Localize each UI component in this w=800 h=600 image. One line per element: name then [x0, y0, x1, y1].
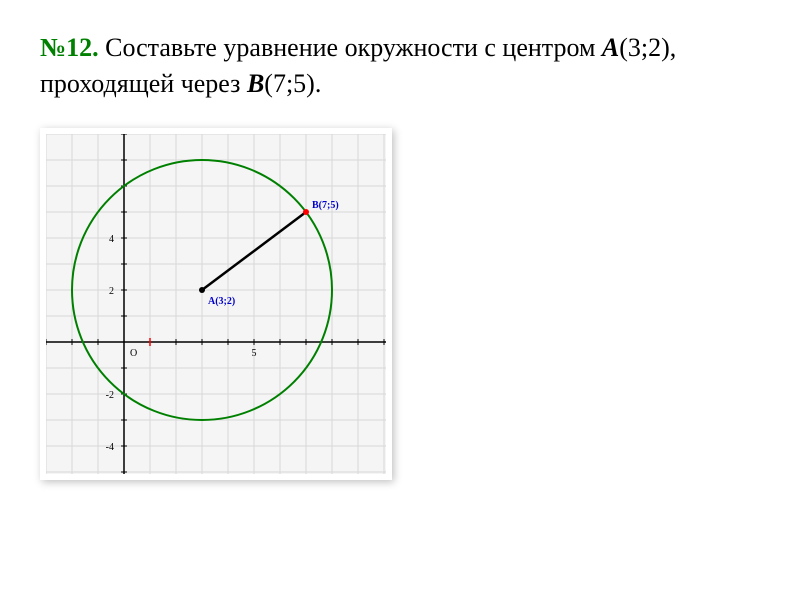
variable-a: А [602, 33, 619, 62]
coords-b: (7;5). [264, 69, 321, 98]
graph-frame: 5 -4 -2 2 4 O A(3;2) B(7;5) [40, 128, 392, 480]
svg-text:O: O [130, 348, 137, 359]
svg-text:2: 2 [109, 286, 114, 297]
variable-b: В [247, 69, 264, 98]
svg-text:A(3;2): A(3;2) [208, 296, 235, 307]
svg-text:B(7;5): B(7;5) [312, 200, 339, 211]
svg-text:-2: -2 [106, 390, 114, 401]
svg-text:4: 4 [109, 234, 114, 245]
svg-text:5: 5 [252, 348, 257, 359]
svg-text:-4: -4 [106, 442, 114, 453]
graph-plot-area: 5 -4 -2 2 4 O A(3;2) B(7;5) [46, 134, 386, 474]
problem-number: №12. [40, 33, 99, 62]
coordinate-graph: 5 -4 -2 2 4 O A(3;2) B(7;5) [46, 134, 386, 474]
problem-text-1: Составьте уравнение окружности с центром [99, 33, 602, 62]
problem-statement: №12. Составьте уравнение окружности с це… [40, 30, 760, 103]
